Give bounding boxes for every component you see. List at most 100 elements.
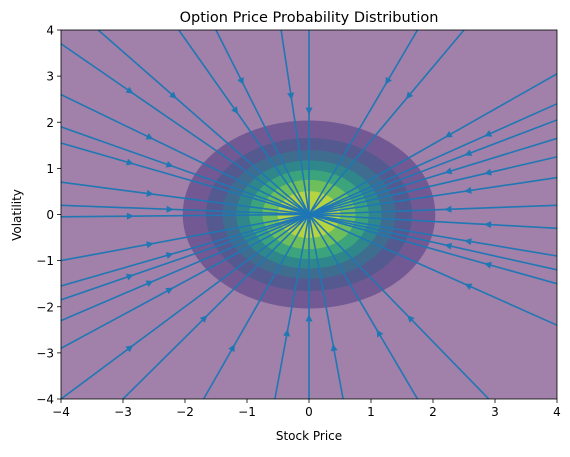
y-tick-label: 1 <box>46 162 54 176</box>
streamline <box>308 214 419 399</box>
streamline-arrow <box>165 252 174 259</box>
streamline <box>308 214 344 399</box>
streamline <box>308 213 557 285</box>
streamline <box>61 213 310 322</box>
y-tick-label: −3 <box>36 346 54 360</box>
y-tick-label: 3 <box>46 70 54 84</box>
x-tick-label: −2 <box>176 405 194 419</box>
streamline-arrow <box>444 242 453 250</box>
streamline <box>308 30 419 215</box>
streamline-arrow <box>287 92 295 100</box>
streamline-arrow <box>405 91 414 100</box>
streamline-arrow <box>125 345 134 353</box>
streamline-arrow <box>305 107 313 115</box>
streamline-arrow <box>444 130 453 138</box>
streamline-arrow <box>484 261 492 269</box>
streamline <box>308 213 557 257</box>
streamline <box>308 119 557 216</box>
streamline-arrow <box>283 329 290 337</box>
streamline <box>61 126 310 216</box>
streamline-arrow <box>145 280 154 287</box>
streamline <box>61 213 310 301</box>
streamline <box>61 213 310 218</box>
y-tick-label: −1 <box>36 254 54 268</box>
y-tick-label: 4 <box>46 24 54 38</box>
x-axis: −4 −3 −2 −1 0 1 2 3 4 <box>52 399 561 419</box>
streamline <box>61 213 310 287</box>
streamline-arrow <box>126 212 134 220</box>
streamline-arrow <box>146 189 154 197</box>
y-axis-label: Volatility <box>10 189 24 241</box>
streamline-arrow <box>464 149 473 157</box>
streamline <box>308 213 557 271</box>
streamline-arrow <box>165 160 174 168</box>
streamline-arrow <box>126 158 134 166</box>
x-tick-label: 2 <box>429 405 437 419</box>
streamline-arrow <box>376 329 384 338</box>
streamline <box>61 213 310 399</box>
streamline <box>215 30 310 215</box>
streamline <box>308 156 557 216</box>
streamline-arrow <box>199 315 208 323</box>
x-tick-label: −3 <box>114 405 132 419</box>
streamline <box>308 213 557 326</box>
streamline <box>308 213 557 230</box>
x-tick-label: −4 <box>52 405 70 419</box>
streamline <box>308 103 557 216</box>
streamline <box>61 213 310 349</box>
streamline-arrow <box>305 314 313 322</box>
streamline <box>308 176 557 216</box>
x-tick-label: 0 <box>305 405 313 419</box>
streamline-arrow <box>407 315 415 323</box>
x-tick-label: 4 <box>553 405 561 419</box>
streamline-arrow <box>169 91 177 99</box>
streamline-layer <box>61 30 557 399</box>
streamline-arrow <box>125 273 134 281</box>
streamline-arrow <box>484 221 492 229</box>
streamline-arrow <box>484 168 492 176</box>
streamline <box>97 30 310 216</box>
streamline <box>61 181 310 216</box>
streamline-arrow <box>464 283 473 290</box>
streamline <box>61 204 310 216</box>
streamline <box>61 142 310 216</box>
streamline <box>280 30 310 215</box>
streamline-arrow <box>330 343 338 352</box>
streamline <box>202 214 310 399</box>
streamline-arrow <box>464 186 472 194</box>
y-tick-label: −2 <box>36 300 54 314</box>
streamline-arrow <box>165 287 174 295</box>
streamline <box>122 213 310 399</box>
streamline-arrow <box>146 241 154 249</box>
chart-title: Option Price Probability Distribution <box>180 10 439 26</box>
x-tick-label: −1 <box>238 405 256 419</box>
y-tick-label: −4 <box>36 393 54 407</box>
streamline-arrow <box>444 205 452 213</box>
x-axis-label: Stock Price <box>276 429 342 443</box>
streamline <box>308 213 490 399</box>
streamline-arrow <box>228 344 235 353</box>
streamline <box>308 73 557 216</box>
streamline-arrow <box>145 133 154 140</box>
streamline <box>61 43 310 216</box>
streamline-arrow <box>166 205 174 213</box>
streamline <box>308 204 557 216</box>
streamline <box>308 137 557 216</box>
y-axis: −4 −3 −2 −1 0 1 2 3 4 <box>36 24 61 407</box>
streamline-arrow <box>125 86 134 94</box>
x-tick-label: 3 <box>491 405 499 419</box>
x-tick-label: 1 <box>367 405 375 419</box>
streamline-arrow <box>464 238 472 246</box>
streamline <box>308 30 465 216</box>
streamline <box>61 93 310 216</box>
streamline-arrow <box>385 76 392 85</box>
y-tick-label: 2 <box>46 116 54 130</box>
streamline <box>274 214 310 399</box>
streamline <box>61 213 310 262</box>
streamline-arrow <box>237 76 244 85</box>
streamline-arrow <box>484 130 493 137</box>
streamline-arrow <box>231 106 239 115</box>
y-tick-label: 0 <box>46 208 54 222</box>
